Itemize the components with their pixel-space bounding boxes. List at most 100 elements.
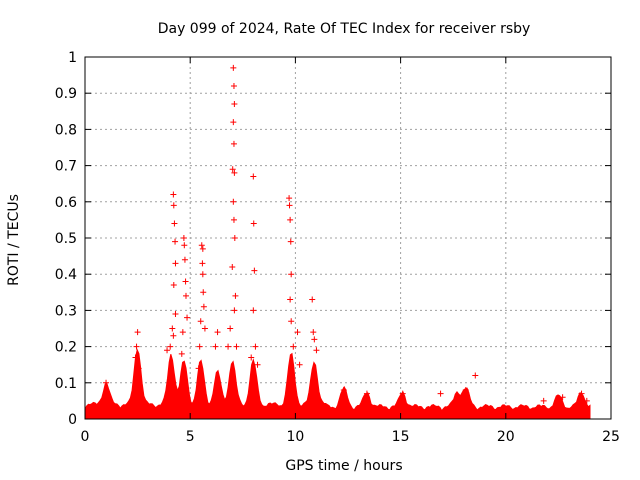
data-point [198,242,205,249]
data-point [181,256,188,263]
data-point [180,235,187,241]
data-point [230,140,237,147]
x-axis-label: GPS time / hours [285,458,402,474]
data-point [251,267,258,274]
data-point [287,216,294,223]
data-point [294,329,301,336]
data-point [170,332,177,339]
data-point [437,390,444,397]
data-point [167,343,174,350]
data-point [230,64,237,71]
x-tick-label: 5 [186,429,195,445]
data-point [290,343,297,350]
chart-title: Day 099 of 2024, Rate Of TEC Index for r… [158,21,531,37]
data-point [225,343,232,350]
data-point [182,278,189,285]
data-point [169,325,176,332]
data-point [252,343,259,350]
data-point [288,271,295,278]
data-point [462,387,469,394]
y-tick-label: 0 [68,412,77,428]
y-tick-label: 0.5 [55,231,77,247]
data-points [103,64,590,404]
data-point [231,235,238,241]
data-point [178,350,185,357]
data-point [250,173,257,180]
data-point [231,101,238,108]
dense-data-band [84,348,591,420]
x-tick-label: 0 [81,429,90,445]
y-tick-label: 0.9 [55,86,77,102]
data-point [296,361,303,368]
data-point [583,397,590,404]
data-point [171,220,178,227]
data-point [199,260,206,267]
y-tick-label: 0.1 [55,376,77,392]
data-point [184,314,191,321]
data-point [287,238,294,245]
data-point [340,387,347,394]
data-point [310,329,317,336]
data-point [132,354,139,361]
data-point [233,343,240,350]
data-point [172,260,179,267]
y-tick-label: 0.3 [55,303,77,319]
data-point [164,347,171,354]
data-point [179,329,186,336]
data-point [230,119,237,126]
data-point [170,282,177,289]
data-point [288,318,295,325]
data-point [201,325,208,332]
data-point [578,390,585,397]
data-point [229,263,236,270]
data-point [199,245,206,252]
data-point [454,394,461,401]
y-axis-label: ROTI / TECUs [6,194,22,286]
data-point [214,329,221,336]
data-point [286,195,293,202]
data-point [170,191,177,198]
data-point [287,296,294,303]
data-point [232,292,239,299]
y-tick-label: 0.2 [55,340,77,356]
data-point [182,292,189,299]
data-point [181,242,188,249]
data-point [250,307,257,314]
data-point [200,303,207,310]
data-point [311,336,318,343]
y-tick-label: 1 [68,50,77,66]
data-point [103,379,110,386]
y-tick-label: 0.6 [55,195,77,211]
data-point [200,289,207,296]
y-tick-label: 0.7 [55,159,77,175]
y-tick-label: 0.8 [55,122,77,138]
data-point [196,343,203,350]
data-point [230,198,237,205]
plot-frame [84,56,612,420]
data-point [230,216,237,223]
data-point [286,202,293,209]
x-tick-label: 15 [392,429,410,445]
data-point [134,329,141,336]
axis-ticks: 00.10.20.30.40.50.60.70.80.910 5 10 15 20 25 [55,50,620,445]
data-point [399,390,406,397]
data-point [199,271,206,278]
data-point [229,166,236,173]
x-tick-label: 10 [286,429,304,445]
data-point [559,394,566,401]
data-point [472,372,479,379]
data-point [313,347,320,354]
data-point [231,169,238,176]
grid-lines [85,57,611,419]
data-point [230,82,237,89]
data-point [195,365,202,372]
data-point [170,202,177,209]
data-point [197,318,204,325]
data-point [135,365,142,372]
x-tick-label: 20 [497,429,515,445]
data-point [212,343,219,350]
data-point [309,296,316,303]
data-point [254,361,261,368]
y-tick-label: 0.4 [55,267,77,283]
